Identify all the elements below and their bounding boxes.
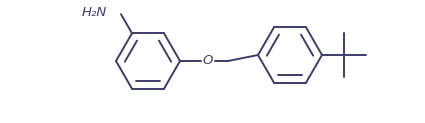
Text: O: O <box>203 54 213 68</box>
Text: H₂N: H₂N <box>82 6 107 19</box>
